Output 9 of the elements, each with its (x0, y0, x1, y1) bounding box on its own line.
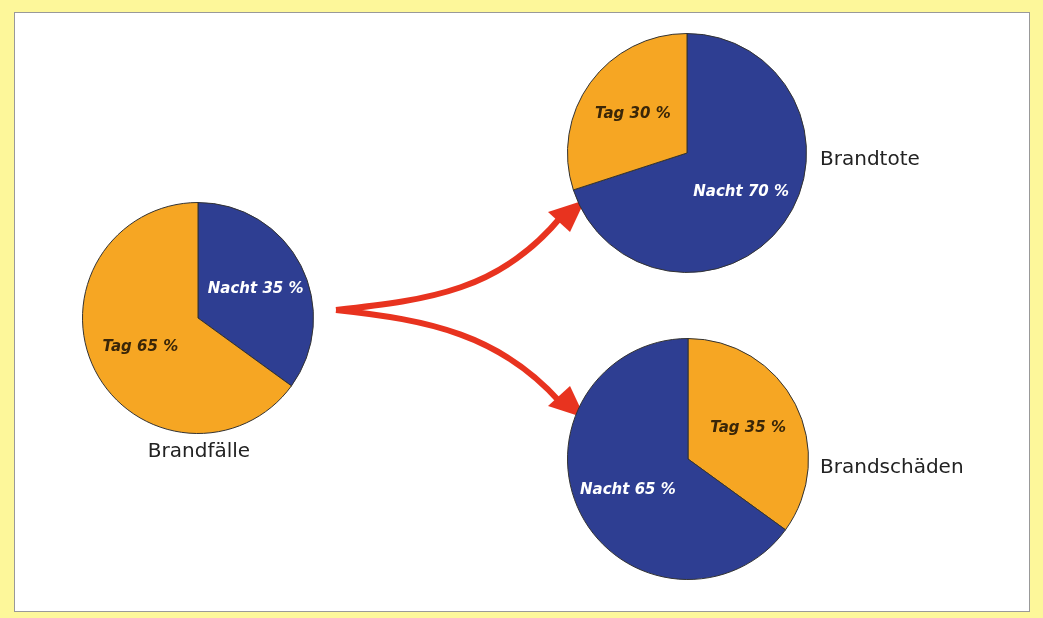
slice-label: Tag 30 % (595, 103, 671, 122)
text: Brandtote (820, 146, 920, 170)
slice-label: Nacht 65 % (579, 479, 676, 498)
slice-label: Tag 35 % (710, 418, 786, 437)
text: Brandschäden (820, 454, 964, 478)
slice-label: Tag 65 % (102, 337, 179, 356)
text: Brandfälle (146, 438, 252, 462)
slice-label: Nacht 70 % (693, 182, 790, 201)
slice-label: Nacht 35 % (207, 278, 304, 297)
